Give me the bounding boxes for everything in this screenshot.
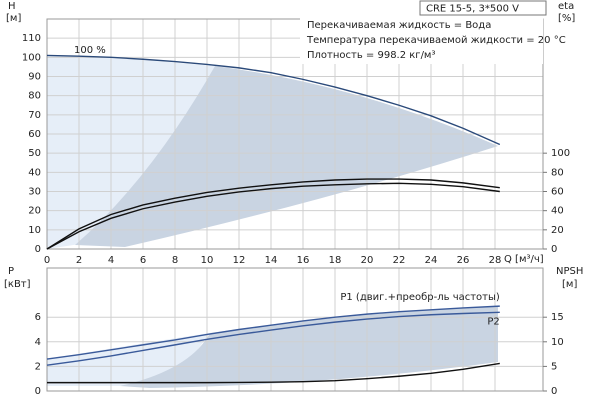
y2-tick-label: 5 xyxy=(551,361,557,372)
x-tick-label: 22 xyxy=(393,255,406,266)
model: CRE 15-5, 3*500 V xyxy=(426,4,519,15)
info-panel xyxy=(300,17,543,64)
x-axis-title: Q [м³/ч] xyxy=(504,254,544,265)
y2-tick-label: 10 xyxy=(551,337,564,348)
x-tick-label: 18 xyxy=(329,255,342,266)
series-label: P2 xyxy=(487,316,499,327)
y-tick-label: 100 xyxy=(22,52,41,63)
x-tick-label: 24 xyxy=(425,255,438,266)
series-label: P1 (двиг.+преобр-ль частоты) xyxy=(340,292,500,303)
y-tick-label: 40 xyxy=(28,167,41,178)
plot-frame xyxy=(46,267,544,392)
y2-tick-label: 20 xyxy=(551,225,564,236)
x-tick-label: 10 xyxy=(201,255,214,266)
y-tick-label: 60 xyxy=(28,129,41,140)
plot-frame xyxy=(46,18,544,250)
y-axis-title: H xyxy=(8,1,16,12)
y2-tick-label: 0 xyxy=(551,386,557,397)
x-tick-label: 6 xyxy=(140,255,146,266)
x-tick-label: 4 xyxy=(108,255,114,266)
x-tick-label: 20 xyxy=(361,255,374,266)
curve xyxy=(46,54,501,146)
y2-tick-label: 80 xyxy=(551,167,564,178)
note: Перекачиваемая жидкость = Вода xyxy=(307,20,491,31)
model-box xyxy=(419,0,547,16)
y2-axis-title: NPSH xyxy=(556,266,583,277)
y-tick-label: 6 xyxy=(35,312,41,323)
y-tick-label: 70 xyxy=(28,110,41,121)
y-tick-label: 20 xyxy=(28,206,41,217)
curve xyxy=(46,182,500,250)
curve xyxy=(46,178,500,250)
x-tick-label: 2 xyxy=(76,255,82,266)
y-tick-label: 30 xyxy=(28,187,41,198)
x-tick-label: 16 xyxy=(297,255,310,266)
curve xyxy=(46,305,500,360)
note: Температура перекачиваемой жидкости = 20… xyxy=(306,35,566,46)
y2-tick-label: 15 xyxy=(551,312,564,323)
y-axis-title: P xyxy=(8,266,14,277)
x-tick-label: 14 xyxy=(265,255,278,266)
x-tick-label: 12 xyxy=(233,255,246,266)
y2-tick-label: 60 xyxy=(551,187,564,198)
x-tick-label: 28 xyxy=(489,255,502,266)
x-tick-label: 8 xyxy=(172,255,178,266)
y-tick-label: 2 xyxy=(35,361,41,372)
curve xyxy=(46,311,500,366)
y-axis-unit: [кВт] xyxy=(4,279,31,290)
y2-tick-label: 0 xyxy=(551,244,557,255)
range-area xyxy=(120,306,498,388)
range-area xyxy=(75,66,498,247)
x-tick-label: 0 xyxy=(44,255,50,266)
y2-tick-label: 40 xyxy=(551,206,564,217)
y-tick-label: 0 xyxy=(35,244,41,255)
y-tick-label: 10 xyxy=(28,225,41,236)
y-tick-label: 80 xyxy=(28,91,41,102)
range-area-light xyxy=(47,55,215,249)
y2-tick-label: 100 xyxy=(551,148,570,159)
y-tick-label: 90 xyxy=(28,72,41,83)
y2-axis-unit: [%] xyxy=(558,13,575,24)
annotation: 100 % xyxy=(74,45,106,56)
curve xyxy=(47,362,500,384)
y2-axis-unit: [м] xyxy=(562,279,577,290)
note: Плотность = 998.2 кг/м³ xyxy=(307,50,436,61)
y-axis-unit: [м] xyxy=(6,13,21,24)
y-tick-label: 4 xyxy=(35,337,41,348)
y2-axis-title: eta xyxy=(558,1,574,12)
y-tick-label: 0 xyxy=(35,386,41,397)
y-tick-label: 110 xyxy=(22,33,41,44)
y-tick-label: 50 xyxy=(28,148,41,159)
x-tick-label: 26 xyxy=(457,255,470,266)
